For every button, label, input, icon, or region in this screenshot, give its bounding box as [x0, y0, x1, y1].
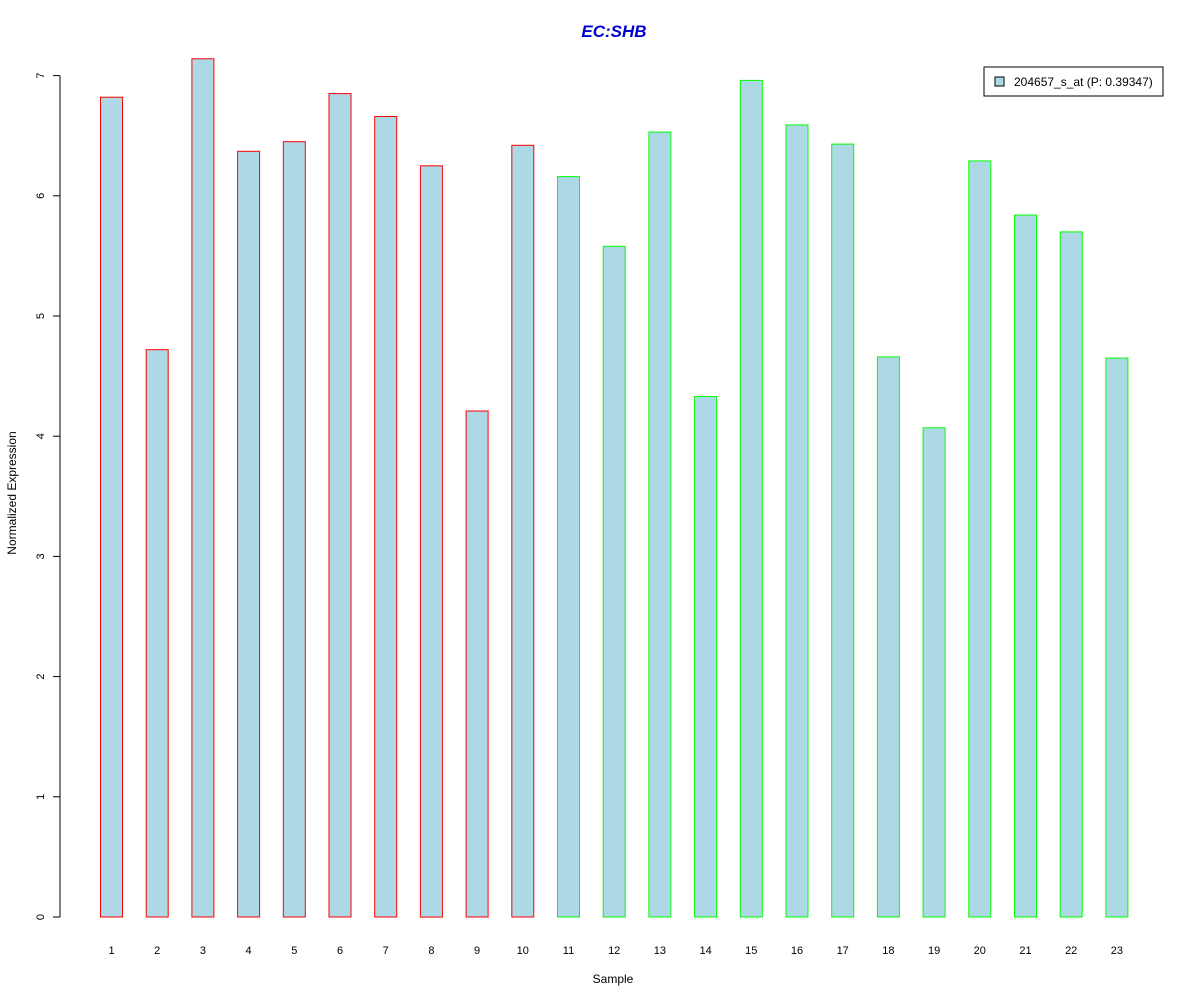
chart-title: EC:SHB	[581, 22, 646, 41]
x-tick-label: 19	[928, 945, 940, 957]
x-tick-label: 12	[608, 945, 620, 957]
x-tick-label: 2	[154, 945, 160, 957]
bar-sample-21	[1014, 214, 1037, 918]
x-tick-label: 6	[337, 945, 343, 957]
y-tick-label: 5	[35, 313, 47, 319]
x-tick-label: 18	[882, 945, 894, 957]
bar-sample-6	[328, 93, 352, 918]
bar-sample-9	[465, 410, 489, 918]
x-tick-label: 5	[291, 945, 297, 957]
x-tick-label: 23	[1111, 945, 1123, 957]
bar-sample-4	[237, 150, 261, 918]
x-tick-label: 3	[200, 945, 206, 957]
x-tick-label: 17	[837, 945, 849, 957]
x-tick-label: 7	[383, 945, 389, 957]
x-tick-label: 20	[974, 945, 986, 957]
bar-sample-11	[557, 176, 580, 918]
bar-sample-15	[739, 79, 763, 918]
y-tick-label: 3	[35, 553, 47, 559]
x-tick-label: 13	[654, 945, 666, 957]
y-tick-label: 4	[35, 433, 47, 439]
bar-sample-17	[831, 143, 855, 918]
bar-sample-18	[876, 356, 900, 918]
x-tick-label: 8	[428, 945, 434, 957]
x-tick-label: 11	[563, 945, 574, 957]
bars	[100, 58, 1129, 918]
bar-sample-1	[100, 96, 123, 918]
y-axis-label: Normalized Expression	[5, 431, 19, 554]
bar-sample-19	[922, 427, 946, 918]
y-tick-label: 2	[35, 674, 47, 680]
y-tick-label: 1	[35, 794, 47, 800]
x-axis: 1 2 3 4 5 6 7 8 9 10 11 12 13 14 15 16 17 18 19 20 21 22 23	[108, 945, 1123, 957]
x-tick-label: 10	[517, 945, 529, 957]
x-tick-label: 16	[791, 945, 803, 957]
bar-sample-2	[145, 349, 169, 918]
x-tick-label: 21	[1019, 945, 1031, 957]
x-axis-label: Sample	[593, 972, 634, 986]
legend-label: 204657_s_at (P: 0.39347)	[1014, 75, 1153, 89]
legend-box	[983, 66, 1164, 97]
x-tick-label: 14	[699, 945, 711, 957]
y-tick-label: 6	[35, 193, 47, 199]
bar-sample-14	[694, 396, 718, 918]
y-tick-label: 7	[35, 73, 47, 79]
x-tick-label: 9	[474, 945, 480, 957]
bar-sample-3	[191, 58, 215, 918]
legend: 204657_s_at (P: 0.39347)	[983, 66, 1164, 97]
bar-sample-12	[602, 245, 626, 918]
legend-swatch	[994, 76, 1005, 87]
x-tick-label: 4	[246, 945, 252, 957]
bar-sample-5	[282, 141, 306, 918]
x-tick-label: 15	[745, 945, 757, 957]
y-tick-label: 0	[35, 914, 47, 920]
bar-sample-23	[1105, 357, 1129, 918]
y-axis: 0 1 2 3 4 5 6 7	[35, 73, 61, 920]
bar-sample-8	[419, 165, 443, 918]
bar-sample-7	[374, 116, 398, 918]
bar-sample-13	[648, 131, 672, 918]
x-tick-label: 1	[108, 945, 114, 957]
bar-sample-10	[511, 144, 535, 918]
bar-sample-16	[785, 124, 809, 918]
bar-sample-22	[1059, 231, 1083, 918]
x-tick-label: 22	[1065, 945, 1077, 957]
bar-sample-20	[968, 160, 992, 918]
